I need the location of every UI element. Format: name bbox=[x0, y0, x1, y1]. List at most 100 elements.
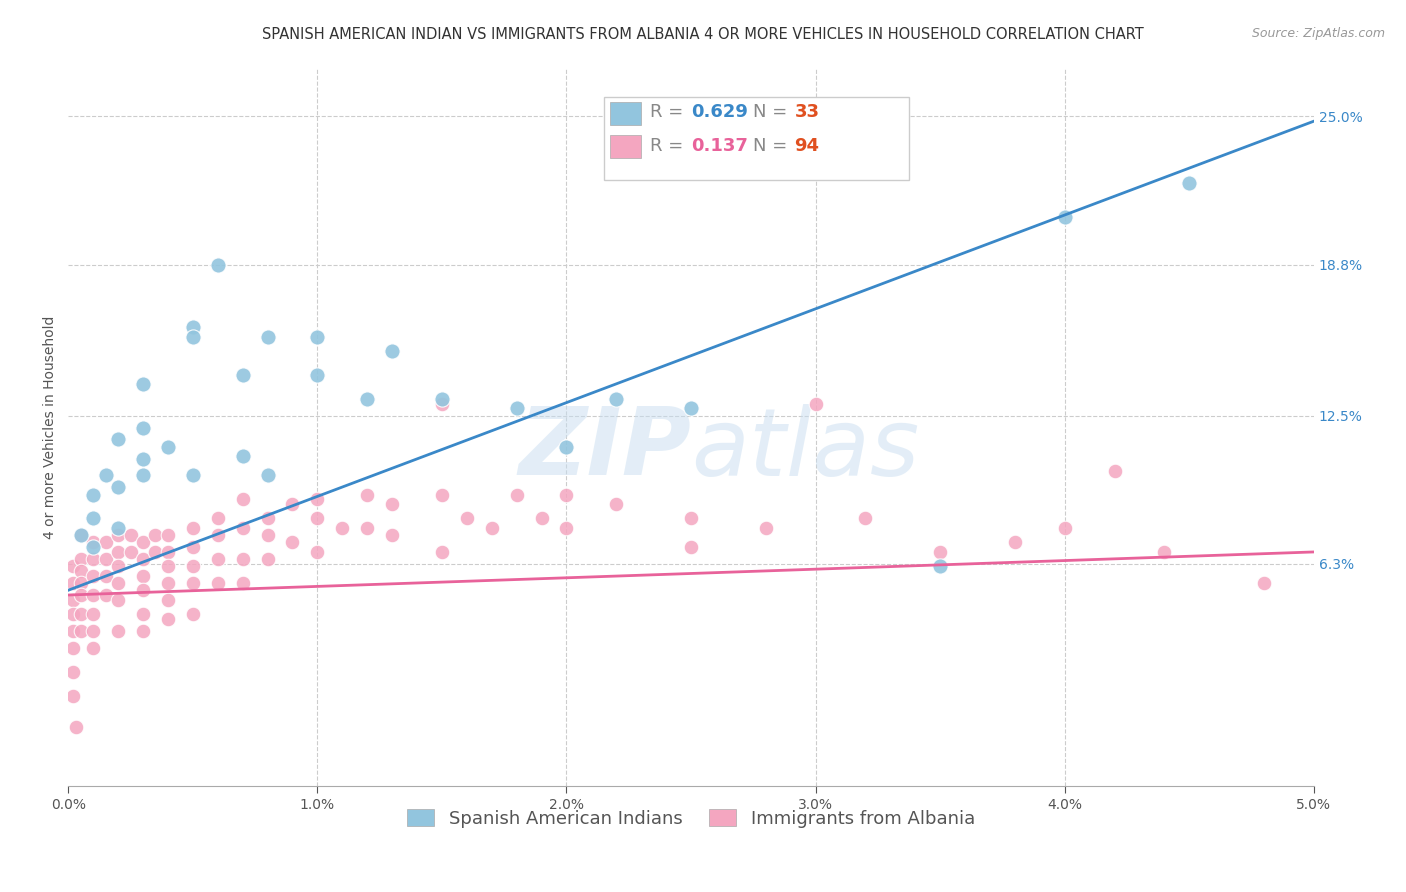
Point bbox=[307, 545, 329, 559]
Point bbox=[62, 640, 84, 655]
Point bbox=[82, 588, 104, 602]
Point bbox=[256, 329, 278, 343]
Point bbox=[307, 511, 329, 525]
Point bbox=[132, 420, 155, 434]
Point bbox=[132, 583, 155, 598]
Legend: Spanish American Indians, Immigrants from Albania: Spanish American Indians, Immigrants fro… bbox=[399, 802, 983, 835]
Point bbox=[156, 559, 179, 574]
Text: 33: 33 bbox=[794, 103, 820, 120]
Point bbox=[755, 521, 778, 535]
Point bbox=[62, 607, 84, 622]
Point bbox=[430, 396, 453, 410]
Point bbox=[181, 521, 204, 535]
Point bbox=[69, 588, 91, 602]
Point bbox=[156, 440, 179, 454]
Point bbox=[456, 511, 478, 525]
Point bbox=[82, 540, 104, 554]
Text: Source: ZipAtlas.com: Source: ZipAtlas.com bbox=[1251, 27, 1385, 40]
Text: 0.629: 0.629 bbox=[692, 103, 748, 120]
Point bbox=[381, 528, 404, 542]
Point bbox=[307, 492, 329, 507]
Point bbox=[181, 576, 204, 591]
Point bbox=[132, 607, 155, 622]
Point bbox=[62, 665, 84, 679]
Point bbox=[107, 576, 129, 591]
Point bbox=[156, 528, 179, 542]
Point bbox=[62, 592, 84, 607]
Point bbox=[120, 545, 142, 559]
Point bbox=[430, 392, 453, 406]
Point bbox=[232, 368, 254, 382]
Point bbox=[107, 624, 129, 638]
Point bbox=[94, 552, 117, 566]
Point bbox=[120, 528, 142, 542]
Point bbox=[62, 624, 84, 638]
Point bbox=[181, 329, 204, 343]
Bar bbox=[610, 102, 641, 125]
Point bbox=[156, 545, 179, 559]
Point bbox=[232, 552, 254, 566]
Point bbox=[82, 535, 104, 549]
Point bbox=[82, 640, 104, 655]
Text: SPANISH AMERICAN INDIAN VS IMMIGRANTS FROM ALBANIA 4 OR MORE VEHICLES IN HOUSEHO: SPANISH AMERICAN INDIAN VS IMMIGRANTS FR… bbox=[262, 27, 1144, 42]
Point bbox=[132, 468, 155, 483]
Text: N =: N = bbox=[754, 103, 793, 120]
Point bbox=[145, 528, 167, 542]
Point bbox=[82, 487, 104, 501]
Point bbox=[62, 559, 84, 574]
Text: R =: R = bbox=[650, 137, 689, 155]
Point bbox=[1253, 576, 1275, 591]
Point bbox=[356, 521, 378, 535]
Point bbox=[681, 511, 703, 525]
Point bbox=[94, 569, 117, 583]
Point bbox=[107, 592, 129, 607]
Point bbox=[555, 440, 578, 454]
Text: 0.137: 0.137 bbox=[692, 137, 748, 155]
Point bbox=[107, 559, 129, 574]
Point bbox=[69, 624, 91, 638]
Point bbox=[65, 720, 87, 734]
Point bbox=[94, 468, 117, 483]
Point bbox=[207, 511, 229, 525]
Bar bbox=[610, 136, 641, 158]
Point bbox=[505, 401, 527, 416]
Point bbox=[505, 487, 527, 501]
Point bbox=[681, 540, 703, 554]
Point bbox=[156, 592, 179, 607]
Point bbox=[207, 552, 229, 566]
Text: N =: N = bbox=[754, 137, 793, 155]
Text: atlas: atlas bbox=[692, 403, 920, 494]
Point bbox=[69, 552, 91, 566]
Point bbox=[132, 569, 155, 583]
Point bbox=[181, 607, 204, 622]
Point bbox=[69, 607, 91, 622]
Point bbox=[69, 564, 91, 578]
Point bbox=[256, 468, 278, 483]
Point bbox=[62, 689, 84, 703]
Point bbox=[181, 468, 204, 483]
Point bbox=[207, 258, 229, 272]
Point bbox=[530, 511, 553, 525]
Point bbox=[82, 624, 104, 638]
Point bbox=[82, 569, 104, 583]
Point bbox=[1053, 521, 1076, 535]
Point bbox=[69, 528, 91, 542]
Point bbox=[929, 559, 952, 574]
Point bbox=[207, 528, 229, 542]
Text: R =: R = bbox=[650, 103, 689, 120]
Text: 94: 94 bbox=[794, 137, 820, 155]
Point bbox=[681, 401, 703, 416]
Point bbox=[256, 552, 278, 566]
Point bbox=[107, 545, 129, 559]
Point bbox=[929, 545, 952, 559]
Point bbox=[82, 552, 104, 566]
Point bbox=[356, 392, 378, 406]
Point bbox=[555, 487, 578, 501]
Point bbox=[107, 433, 129, 447]
FancyBboxPatch shape bbox=[603, 97, 910, 180]
Point bbox=[256, 528, 278, 542]
Point bbox=[82, 607, 104, 622]
Point bbox=[1178, 177, 1201, 191]
Point bbox=[181, 540, 204, 554]
Point bbox=[804, 396, 827, 410]
